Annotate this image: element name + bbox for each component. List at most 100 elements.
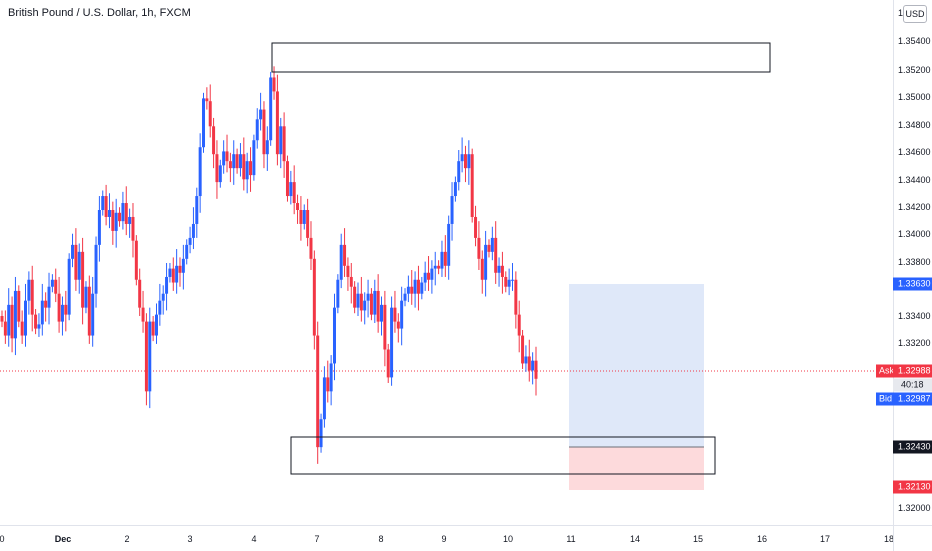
candle — [245, 152, 249, 194]
candle — [50, 274, 54, 293]
candle — [386, 343, 390, 383]
candle — [114, 198, 118, 248]
candle — [272, 66, 276, 100]
price-label-bid: 1.32987 — [893, 392, 932, 406]
price-label-entry: 1.32430 — [893, 440, 932, 454]
time-tick: 17 — [819, 534, 831, 544]
candle — [363, 292, 367, 325]
candle — [91, 276, 95, 347]
candle — [3, 310, 7, 344]
candle — [222, 140, 226, 174]
candle — [403, 288, 407, 307]
candle — [107, 193, 111, 229]
target-zone — [569, 284, 704, 447]
candle — [188, 226, 192, 254]
axis-corner — [893, 525, 932, 551]
price-label-target: 1.33630 — [893, 277, 932, 291]
candle — [144, 313, 148, 406]
price-tick: 1.34600 — [898, 147, 931, 157]
candle — [154, 303, 158, 344]
candle — [460, 137, 464, 173]
price-axis[interactable]: 1.35400 1.35200 1.35000 1.34800 1.34600 1.344… — [893, 0, 932, 525]
candle — [450, 182, 454, 241]
candle — [252, 134, 256, 181]
candle — [175, 249, 179, 294]
candle — [517, 300, 521, 353]
candle — [534, 346, 538, 396]
candle — [191, 207, 195, 250]
candle — [134, 235, 138, 286]
price-label-stop: 1.32130 — [893, 480, 932, 494]
candle — [205, 87, 209, 110]
price-tick: 1.34400 — [898, 175, 931, 185]
candle — [202, 92, 206, 153]
candle — [74, 228, 78, 291]
candle — [242, 137, 246, 191]
candle — [343, 228, 347, 277]
candle — [255, 108, 259, 149]
candle — [178, 257, 182, 287]
candle — [494, 221, 498, 284]
candle — [151, 316, 155, 342]
candle — [262, 101, 266, 169]
candle — [208, 84, 212, 138]
candle — [359, 276, 363, 322]
candle — [443, 235, 447, 277]
time-tick: 16 — [756, 534, 768, 544]
price-label-countdown: 40:18 — [893, 378, 932, 392]
candle — [420, 276, 424, 300]
candle — [104, 184, 108, 226]
price-tick-partial: 1. — [898, 8, 906, 18]
candle — [380, 296, 384, 336]
candle — [158, 283, 162, 326]
candle — [195, 187, 199, 238]
candle — [470, 148, 474, 223]
candle — [60, 296, 64, 336]
candle — [124, 186, 128, 236]
price-label-ask: 1.32988 — [893, 364, 932, 378]
time-tick: 10 — [502, 534, 514, 544]
demand-zone-box — [290, 436, 716, 475]
currency-button[interactable]: USD — [903, 5, 927, 23]
candle — [218, 159, 222, 188]
candle — [289, 170, 293, 205]
candle — [453, 176, 457, 202]
candle — [400, 286, 404, 346]
candle — [339, 233, 343, 289]
candle — [484, 230, 488, 297]
time-tick: 9 — [441, 534, 447, 544]
candle — [94, 236, 98, 308]
candle — [487, 239, 491, 258]
candle — [510, 263, 514, 291]
candle — [17, 285, 21, 328]
time-axis[interactable]: 0 Dec 2 3 4 7 8 9 10 11 14 15 16 17 18 — [0, 525, 894, 551]
candle — [430, 260, 434, 294]
chart-canvas[interactable]: British Pound / U.S. Dollar, 1h, FXCM — [0, 0, 893, 525]
time-tick: 4 — [251, 534, 257, 544]
candle — [319, 413, 323, 453]
candle — [373, 279, 377, 323]
candle — [111, 201, 115, 245]
time-tick: 0 — [0, 534, 5, 544]
time-tick: 14 — [629, 534, 641, 544]
candle — [225, 134, 229, 173]
candle — [390, 296, 394, 386]
candle — [84, 281, 88, 314]
chart-plot[interactable] — [0, 0, 893, 525]
candle — [161, 285, 165, 315]
candle — [474, 205, 478, 247]
candle — [282, 112, 286, 178]
candle — [165, 263, 169, 311]
candle — [393, 290, 397, 333]
candle — [406, 275, 410, 303]
candle — [97, 196, 101, 262]
price-tick: 1.33800 — [898, 257, 931, 267]
price-tick: 1.33200 — [898, 338, 931, 348]
candle — [37, 313, 41, 337]
candle — [413, 271, 417, 308]
candle — [467, 140, 471, 185]
candle — [198, 133, 202, 213]
candle — [521, 329, 525, 370]
candle — [309, 221, 313, 270]
candle — [410, 269, 414, 305]
